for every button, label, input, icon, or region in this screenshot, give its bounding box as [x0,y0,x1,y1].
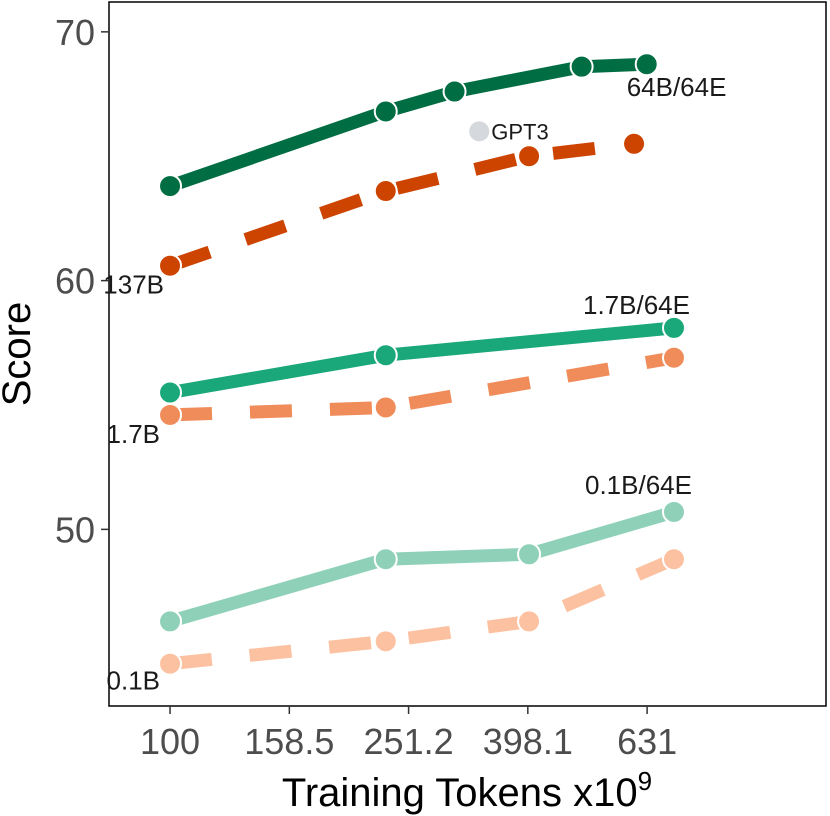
x-axis: 100 158.5 251.2 398.1 631 [140,706,677,762]
data-point [158,253,183,278]
y-tick-label: 50 [55,509,95,550]
series-layer: 64B/64E 137B 1.7B/64E 1.7B 0.1B/64E 0.1B [103,52,727,696]
data-point [373,179,398,204]
x-axis-title-superscript: 9 [638,766,652,796]
series-label: 64B/64E [627,72,727,102]
data-point [158,402,183,427]
data-point [158,651,183,676]
data-point [373,99,398,124]
x-axis-title: Training Tokens x109 [282,766,652,815]
plot-frame [108,1,827,707]
x-tick-label: 100 [140,721,200,762]
series-line [168,505,676,628]
x-tick-label: 158.5 [244,721,334,762]
series-1-7b: 1.7B [107,345,686,449]
data-point [661,315,686,340]
data-point [373,547,398,572]
data-point [661,499,686,524]
series-label: 0.1B/64E [585,470,692,500]
series-label: 0.1B [107,666,161,696]
data-point [373,629,398,654]
data-point [569,54,594,79]
data-point [517,609,542,634]
gpt3-label: GPT3 [491,119,548,144]
series-64b-64e: 64B/64E [158,52,727,199]
y-tick-label: 60 [55,261,95,302]
data-point [661,345,686,370]
data-point [634,52,659,77]
series-label: 137B [103,270,164,300]
data-point [373,395,398,420]
data-point [373,343,398,368]
series-137b: 137B [103,131,647,300]
y-axis: 50 60 70 [55,12,109,550]
series-line [167,137,635,272]
series-line [169,553,677,671]
data-point [661,547,686,572]
series-label: 1.7B/64E [583,290,690,320]
gpt3-point [467,119,492,144]
data-point [517,144,542,169]
data-point [442,79,467,104]
data-point [622,131,647,156]
x-tick-label: 631 [617,721,677,762]
x-axis-title-text: Training Tokens x10 [282,771,638,815]
data-point [517,542,542,567]
series-line [169,351,676,422]
y-tick-label: 70 [55,12,95,53]
series-0-1b: 0.1B [107,547,686,696]
data-point [158,380,183,405]
series-1-7b-64e: 1.7B/64E [158,290,690,405]
y-axis-title: Score [0,302,39,407]
x-tick-label: 251.2 [364,721,454,762]
data-point [158,174,183,199]
series-label: 1.7B [107,419,161,449]
series-0-1b-64e: 0.1B/64E [158,470,692,634]
data-point [158,609,183,634]
x-tick-label: 398.1 [483,721,573,762]
annotation-layer: GPT3 [467,119,549,144]
